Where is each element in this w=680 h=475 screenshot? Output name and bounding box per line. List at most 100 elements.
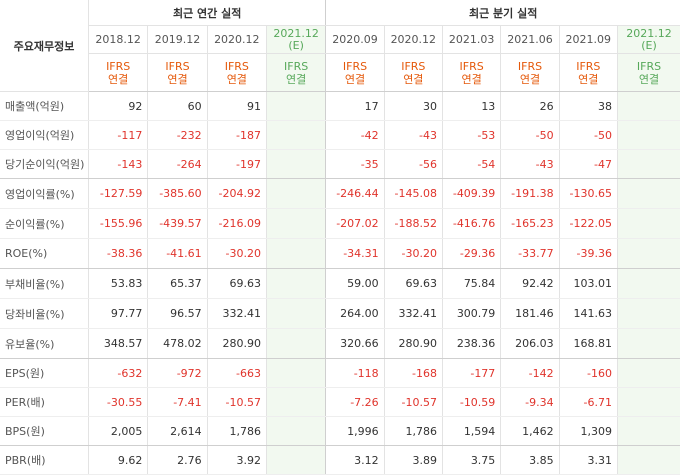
annual-value-cell: 91 (206, 91, 267, 121)
table-row: EPS(원) -632 -972 -663 -118 -168 -177 -142 -160 (0, 358, 680, 388)
table-row: PBR(배) 9.62 2.76 3.92 3.12 3.89 3.75 3.85 3.31 (0, 445, 680, 475)
row-label: 매출액(억원) (0, 91, 89, 121)
annual-estimate-cell (265, 298, 326, 329)
period-header: 2020.12 (383, 25, 443, 54)
accounting-consolidated: 연결 (108, 72, 129, 86)
annual-value-cell: -38.36 (87, 238, 148, 269)
quarterly-estimate-cell (616, 416, 680, 446)
quarterly-value-cell: 3.31 (558, 445, 618, 475)
accounting-ifrs: IFRS (224, 59, 249, 73)
accounting-ifrs: IFRS (342, 59, 368, 73)
table-row: 당좌비율(%) 97.77 96.57 332.41 264.00 332.41 300.7… (0, 298, 680, 329)
annual-value-cell: -204.92 (206, 178, 267, 209)
quarterly-value-cell: -50 (558, 120, 618, 150)
quarterly-estimate-cell (616, 358, 680, 388)
quarterly-value-cell: -416.76 (441, 208, 501, 239)
quarterly-value-cell: -122.05 (558, 208, 618, 239)
annual-estimate-cell (265, 268, 326, 299)
annual-value-cell: 97.77 (87, 298, 148, 329)
header-period-row: 2018.12 2019.12 2020.12 2021.12 (E) 2020.… (0, 25, 680, 54)
annual-value-cell: -7.41 (147, 387, 208, 417)
quarterly-value-cell: -50 (500, 120, 560, 150)
quarterly-value-cell: -35 (325, 149, 385, 179)
accounting-consolidated: 연결 (461, 72, 482, 86)
annual-value-cell: -127.59 (87, 178, 148, 209)
quarterly-value-cell: 59.00 (325, 268, 385, 299)
accounting-ifrs: IFRS (459, 59, 484, 73)
table-row: PER(배) -30.55 -7.41 -10.57 -7.26 -10.57 -10.59… (0, 387, 680, 417)
annual-value-cell: 348.57 (87, 328, 148, 359)
annual-value-cell: 92 (87, 91, 148, 121)
annual-value-cell: 60 (147, 91, 208, 121)
quarterly-estimate-cell (616, 328, 680, 359)
quarterly-value-cell: 75.84 (441, 268, 501, 299)
quarterly-value-cell: -47 (558, 149, 618, 179)
annual-estimate-cell (265, 416, 326, 446)
period-header: 2020.09 (325, 25, 385, 54)
estimate-mark: (E) (288, 38, 304, 52)
quarterly-value-cell: 3.89 (383, 445, 443, 475)
quarterly-value-cell: -130.65 (558, 178, 618, 209)
estimate-period: 2021.12 (273, 26, 319, 40)
accounting-standard: IFRS 연결 (87, 53, 148, 92)
annual-estimate-cell (265, 328, 326, 359)
annual-estimate-cell (265, 178, 326, 209)
quarterly-value-cell: -207.02 (325, 208, 385, 239)
annual-value-cell: 69.63 (206, 268, 267, 299)
period-header: 2019.12 (147, 25, 208, 54)
quarterly-value-cell: -165.23 (500, 208, 560, 239)
quarterly-estimate-cell (616, 298, 680, 329)
estimate-mark: (E) (641, 38, 657, 52)
quarterly-estimate-cell (616, 445, 680, 475)
annual-group-header: 최근 연간 실적 (87, 0, 326, 26)
accounting-consolidated: 연결 (226, 72, 247, 86)
row-label: 영업이익률(%) (0, 178, 89, 209)
accounting-standard: IFRS 연결 (558, 53, 618, 92)
annual-value-cell: 9.62 (87, 445, 148, 475)
quarterly-value-cell: 69.63 (383, 268, 443, 299)
table-row: 영업이익률(%) -127.59 -385.60 -204.92 -246.44 -145… (0, 178, 680, 209)
annual-value-cell: 2,614 (147, 416, 208, 446)
quarterly-value-cell: -145.08 (383, 178, 443, 209)
corner-label: 주요재무정보 (0, 0, 89, 92)
quarterly-estimate-cell (616, 178, 680, 209)
accounting-standard: IFRS 연결 (500, 53, 560, 92)
annual-value-cell: -216.09 (206, 208, 267, 239)
accounting-ifrs: IFRS (106, 59, 131, 73)
quarterly-value-cell: -43 (383, 120, 443, 150)
row-label: BPS(원) (0, 416, 89, 446)
quarterly-group-header: 최근 분기 실적 (325, 0, 680, 26)
annual-value-cell: -10.57 (206, 387, 267, 417)
row-label: ROE(%) (0, 238, 89, 269)
quarterly-value-cell: 103.01 (558, 268, 618, 299)
quarterly-estimate-header: 2021.12 (E) (616, 25, 680, 54)
row-label: 유보율(%) (0, 328, 89, 359)
quarterly-value-cell: 320.66 (325, 328, 385, 359)
quarterly-value-cell: 206.03 (500, 328, 560, 359)
quarterly-value-cell: 280.90 (383, 328, 443, 359)
header-group-row: 주요재무정보 최근 연간 실적 최근 분기 실적 (0, 0, 680, 92)
accounting-consolidated: 연결 (344, 72, 366, 86)
quarterly-value-cell: -160 (558, 358, 618, 388)
quarterly-value-cell: -42 (325, 120, 385, 150)
annual-value-cell: -197 (206, 149, 267, 179)
accounting-consolidated: 연결 (167, 72, 188, 86)
quarterly-value-cell: -29.36 (441, 238, 501, 269)
annual-value-cell: -632 (87, 358, 148, 388)
table-row: 부채비율(%) 53.83 65.37 69.63 59.00 69.63 75.84 92.… (0, 268, 680, 299)
quarterly-value-cell: 13 (441, 91, 501, 121)
annual-value-cell: 53.83 (87, 268, 148, 299)
quarterly-value-cell: 141.63 (558, 298, 618, 329)
quarterly-value-cell: -43 (500, 149, 560, 179)
quarterly-estimate-cell (616, 387, 680, 417)
row-label: PBR(배) (0, 445, 89, 475)
annual-estimate-cell (265, 445, 326, 475)
row-label: PER(배) (0, 387, 89, 417)
quarterly-estimate-cell (616, 120, 680, 150)
quarterly-value-cell: -30.20 (383, 238, 443, 269)
annual-estimate-cell (265, 120, 326, 150)
accounting-ifrs: IFRS (401, 59, 426, 73)
table-row: 유보율(%) 348.57 478.02 280.90 320.66 280.90 238.… (0, 328, 680, 359)
annual-value-cell: -232 (147, 120, 208, 150)
period-header: 2021.09 (558, 25, 618, 54)
